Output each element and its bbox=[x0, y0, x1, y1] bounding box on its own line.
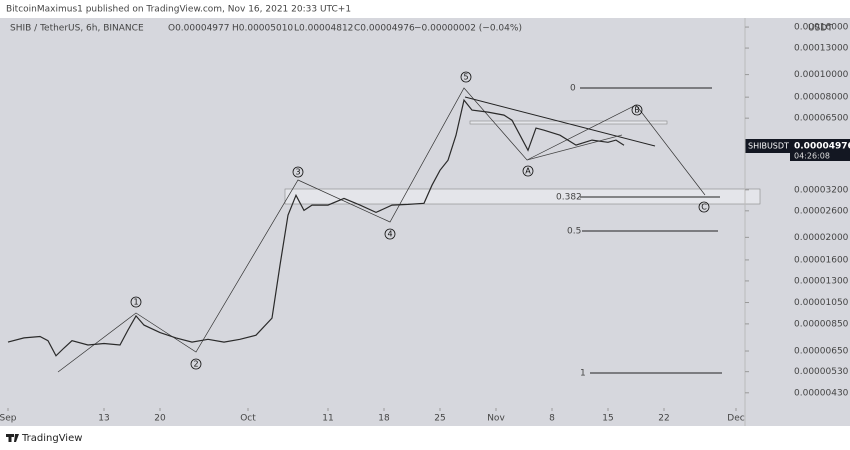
wave-circle bbox=[460, 71, 472, 83]
fib-label: 0 bbox=[570, 84, 576, 94]
y-tick-label: 0.00002600 bbox=[794, 206, 849, 216]
countdown: 04:26:08 bbox=[794, 152, 830, 161]
x-tick-label: Sep bbox=[0, 414, 17, 424]
y-tick-label: 0.00016000 bbox=[794, 23, 849, 33]
x-tick-label: 20 bbox=[154, 414, 166, 424]
wave-label: 3 bbox=[295, 168, 300, 177]
symbol-tag bbox=[745, 139, 790, 153]
wave-circle bbox=[698, 201, 710, 213]
y-tick-label: 0.00002000 bbox=[794, 233, 849, 243]
ohlc-change: −0.00000002 (−0.04%) bbox=[414, 24, 522, 34]
ohlc-low: L0.00004812 bbox=[294, 24, 353, 34]
ohlc-close: C0.00004976 bbox=[354, 24, 415, 34]
wave-label: 2 bbox=[193, 360, 198, 369]
x-tick-label: 15 bbox=[602, 414, 613, 424]
fib-zone bbox=[284, 188, 761, 205]
currency: USDT bbox=[808, 24, 833, 34]
wave-circle bbox=[522, 165, 534, 177]
x-tick-label: 13 bbox=[98, 414, 109, 424]
fib-label: 0.5 bbox=[567, 227, 581, 237]
wave-circle bbox=[631, 104, 643, 116]
x-tick-label: 8 bbox=[549, 414, 555, 424]
wave-label: 1 bbox=[133, 298, 138, 307]
ohlc-high: H0.00005010 bbox=[232, 24, 293, 34]
wave-labels bbox=[130, 71, 710, 370]
y-tick-label: 0.00013000 bbox=[794, 44, 849, 54]
x-tick-label: 18 bbox=[378, 414, 390, 424]
wave-label: 5 bbox=[463, 73, 468, 82]
x-tick-label: 11 bbox=[322, 414, 333, 424]
wave-circle bbox=[384, 228, 396, 240]
y-tick-label: 0.00000430 bbox=[794, 388, 849, 398]
wave-count bbox=[57, 87, 706, 373]
wave-circle bbox=[190, 358, 202, 370]
x-tick-label: Nov bbox=[487, 414, 505, 424]
y-tick-label: 0.00003200 bbox=[794, 185, 849, 195]
wave-label: A bbox=[525, 167, 531, 176]
brand: TradingView bbox=[21, 433, 82, 444]
symbol-tag-label: SHIBUSDT bbox=[748, 142, 789, 151]
x-tick-label: 22 bbox=[658, 414, 669, 424]
y-tick-label: 0.00001600 bbox=[794, 255, 849, 265]
y-tick-label: 0.00000650 bbox=[794, 347, 849, 357]
y-tick-label: 0.00001300 bbox=[794, 276, 849, 286]
publisher: BitcoinMaximus1 published on TradingView… bbox=[6, 5, 351, 15]
trendline bbox=[464, 96, 656, 147]
symbol: SHIB / TetherUS, 6h, BINANCE bbox=[10, 24, 144, 34]
x-tick-label: 25 bbox=[434, 414, 445, 424]
y-tick-label: 0.00008000 bbox=[794, 93, 849, 103]
wave-label: C bbox=[701, 203, 707, 212]
price-tag-label: 0.00004976 bbox=[794, 142, 850, 152]
y-tick-label: 0.00006500 bbox=[794, 114, 849, 124]
y-tick-label: 0.00001050 bbox=[794, 298, 849, 308]
x-tick-label: Dec bbox=[727, 414, 744, 424]
x-tick-label: Oct bbox=[240, 414, 256, 424]
fib-label: 1 bbox=[580, 369, 586, 379]
y-tick-label: 0.00010000 bbox=[794, 70, 849, 80]
price-line bbox=[7, 98, 625, 357]
price-tag bbox=[790, 139, 850, 161]
trendline bbox=[526, 134, 623, 161]
ohlc-open: O0.00004977 bbox=[168, 24, 229, 34]
wave-label: 4 bbox=[387, 230, 392, 239]
wave-circle bbox=[292, 166, 304, 178]
wave-label: B bbox=[634, 106, 640, 115]
y-tick-label: 0.00000850 bbox=[794, 319, 849, 329]
brand-logo bbox=[6, 434, 19, 442]
wave-circle bbox=[130, 296, 142, 308]
fib-label: 0.382 bbox=[556, 193, 582, 203]
chart-background bbox=[0, 18, 850, 426]
y-tick-label: 0.00000530 bbox=[794, 367, 849, 377]
